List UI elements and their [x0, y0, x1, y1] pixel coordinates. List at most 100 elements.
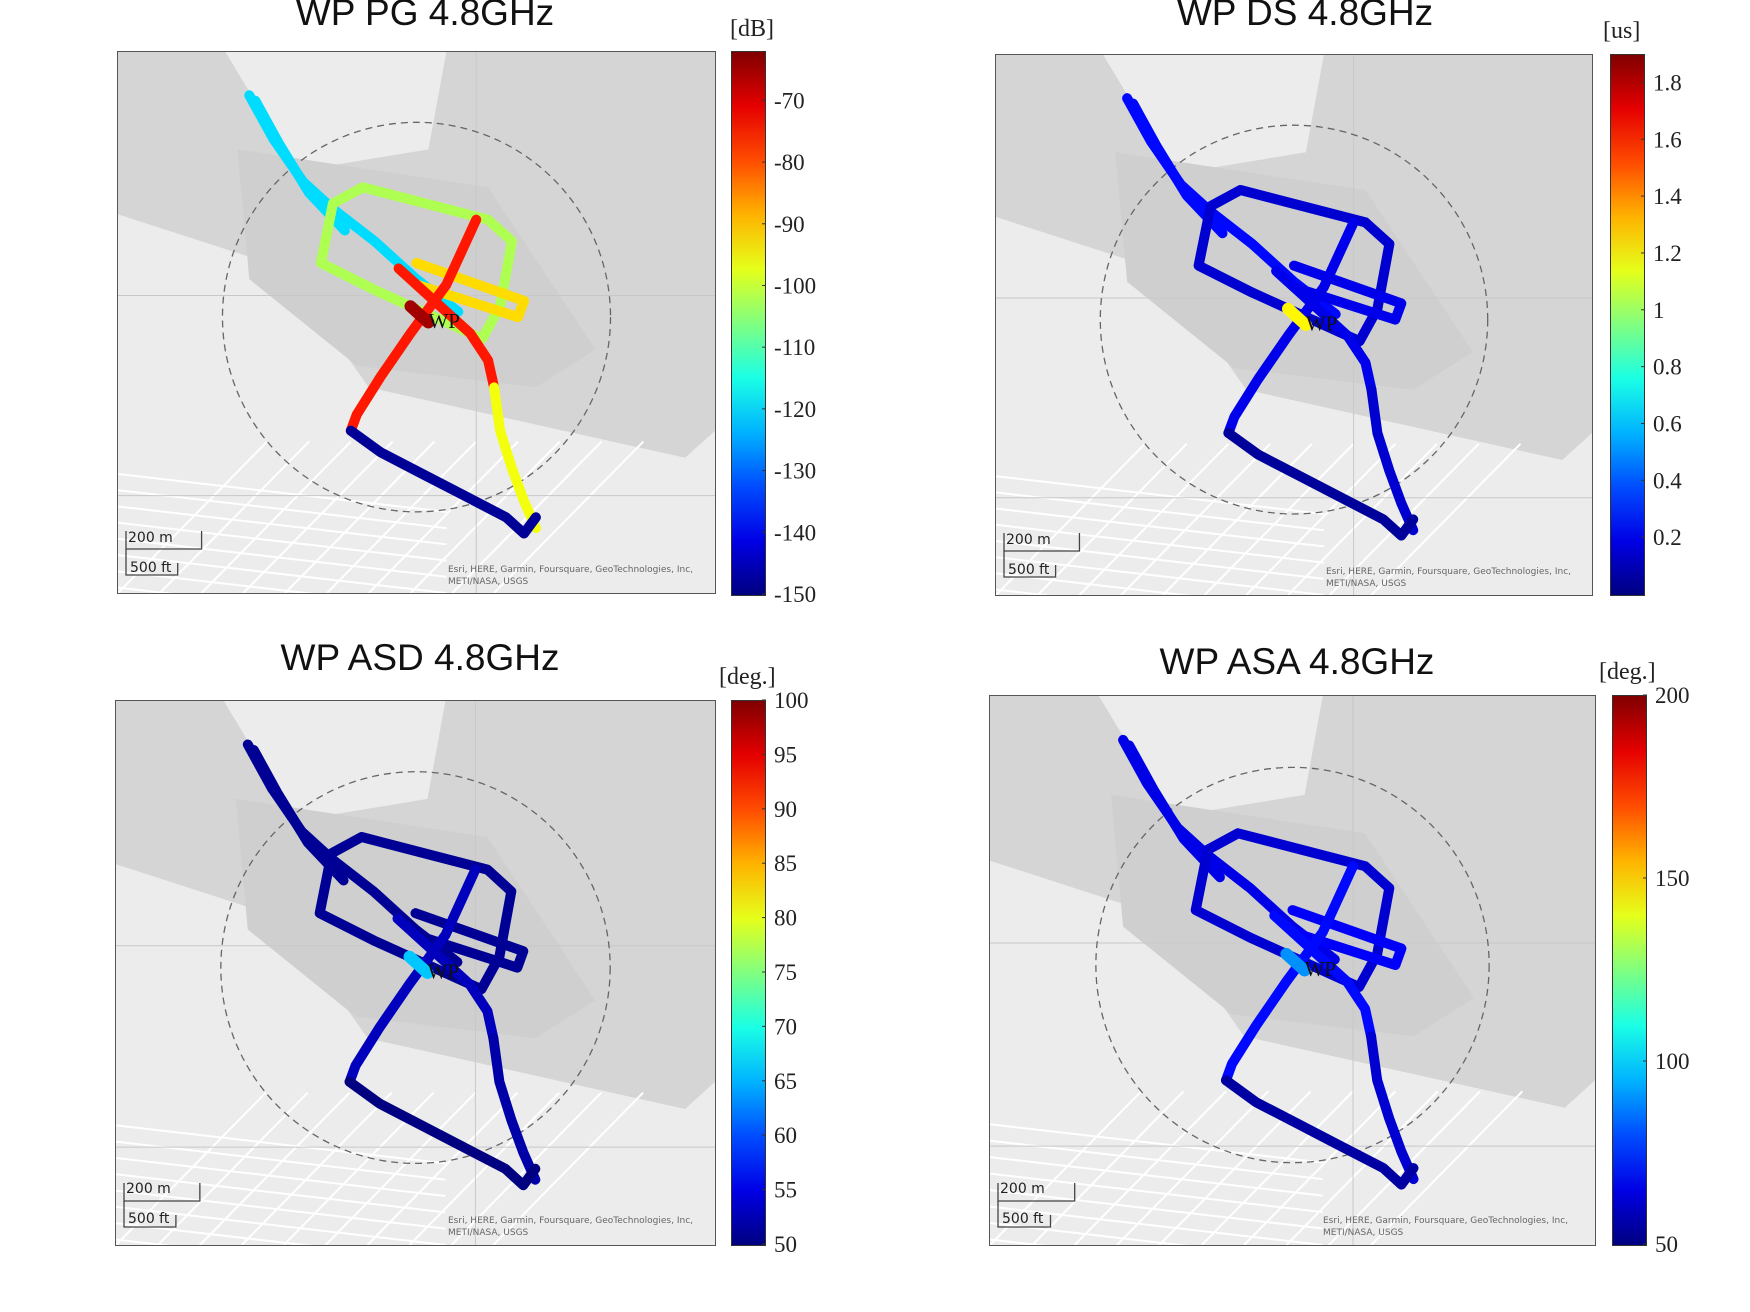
street — [116, 1173, 446, 1214]
street — [118, 521, 447, 562]
route-upper-loop — [314, 832, 517, 995]
scale-bracket-metric — [1003, 533, 1081, 552]
map-svg: WP — [116, 701, 715, 1245]
scale-bracket-imperial — [125, 549, 179, 576]
colorbar-tick-label: 1.8 — [1653, 70, 1682, 95]
colorbar-tick-label: 70 — [774, 1014, 797, 1039]
scale-bracket-metric — [123, 1183, 201, 1202]
colorbar-tick-label: 85 — [774, 851, 797, 876]
street — [241, 1091, 393, 1245]
street — [118, 505, 447, 546]
colorbar-unit: [deg.] — [719, 664, 776, 690]
street — [990, 1139, 1323, 1181]
scale-bracket-metric — [125, 531, 203, 550]
measurement-route — [1118, 734, 1419, 1190]
scale-bracket-imperial — [1003, 551, 1057, 578]
route-south-leg — [489, 382, 541, 534]
map-area: WP 200 m 500 ft Esri, HERE, Garmin, Four… — [989, 695, 1596, 1246]
street — [996, 491, 1324, 532]
colorbar-ticks: 1.8 1.6 1.4 1.2 1 0.8 0.6 0.4 0.2 — [1641, 70, 1682, 550]
street — [1203, 443, 1355, 595]
colorbar-tick-label: 0.6 — [1653, 411, 1682, 436]
map-svg: WP — [996, 55, 1592, 595]
route-cross-diagonal — [1221, 861, 1358, 1086]
attribution-line-1: Esri, HERE, Garmin, Foursquare, GeoTechn… — [1323, 1216, 1569, 1226]
colorbar-tick-label: 90 — [774, 797, 797, 822]
colorbar-unit: [us] — [1603, 18, 1641, 44]
street — [366, 1091, 519, 1245]
measurement-route — [1122, 93, 1419, 541]
street — [242, 440, 394, 593]
street — [118, 570, 315, 593]
colorbar-ticks: 100 95 90 85 80 75 70 65 60 55 50 — [762, 688, 809, 1257]
measurement-route — [244, 90, 541, 539]
route-upper-loop — [1193, 185, 1395, 347]
colorbar-tick-label: 50 — [774, 1232, 797, 1257]
attribution-line-2: METI/NASA, USGS — [1326, 579, 1407, 589]
scale-bar: 200 m — [1000, 1181, 1045, 1197]
route-far-south — [345, 425, 541, 539]
map-area: WP 200 m 500 ft Esri, HERE, Garmin, Four… — [117, 51, 716, 594]
scale-bar-imperial: 500 ft — [128, 1211, 169, 1227]
street — [1037, 443, 1188, 595]
colorbar-tick-label: -80 — [774, 150, 805, 175]
street — [990, 1156, 1323, 1197]
scale-bar-imperial: 500 ft — [1008, 562, 1049, 578]
scale-bar: 200 m — [126, 1181, 171, 1197]
street — [326, 440, 477, 593]
map-svg: WP — [990, 696, 1595, 1245]
wp-label: WP — [428, 309, 460, 333]
street — [118, 489, 447, 530]
route-ne-arm — [410, 908, 529, 973]
route-cross-diagonal — [344, 864, 481, 1087]
chart-title: WP DS 4.8GHz — [1176, 0, 1434, 33]
coverage-circle — [1095, 766, 1490, 1164]
route-upper-loop — [1190, 828, 1395, 992]
colorbar-tick-label: 65 — [774, 1069, 797, 1094]
street — [324, 1091, 477, 1245]
map-svg: WP — [118, 52, 715, 593]
street — [1245, 443, 1397, 595]
chart-title: WP ASA 4.8GHz — [1159, 641, 1435, 682]
colorbar-tick-label: 95 — [774, 742, 797, 767]
street — [1370, 1090, 1524, 1245]
coverage-circle — [221, 121, 612, 513]
wp-label: WP — [1305, 957, 1337, 981]
colorbar-tick-label: 150 — [1655, 866, 1690, 891]
route-upper-loop — [316, 182, 517, 344]
street — [492, 1091, 644, 1245]
street — [996, 507, 1324, 548]
basemap — [996, 55, 1592, 595]
route-ne-arm — [1289, 260, 1407, 325]
colorbar-tick-label: 0.8 — [1653, 355, 1682, 380]
scale-label-imperial: 500 ft — [128, 1211, 170, 1227]
colorbar-tick-label: 55 — [774, 1178, 797, 1203]
scale-bracket-imperial — [123, 1201, 177, 1228]
colorbar — [731, 700, 766, 1246]
map-area: WP 200 m 500 ft Esri, HERE, Garmin, Four… — [115, 700, 716, 1246]
colorbar-unit: [dB] — [730, 16, 774, 42]
street — [118, 554, 447, 593]
attribution-line-2: METI/NASA, USGS — [1323, 1228, 1404, 1238]
scale-bar: 200 m — [1006, 532, 1051, 548]
colorbar-unit: [deg.] — [1599, 659, 1656, 685]
street — [409, 440, 561, 593]
street — [1201, 1090, 1354, 1245]
street — [1116, 1090, 1270, 1245]
colorbar-tick-label: -140 — [774, 520, 816, 545]
street — [996, 443, 1146, 595]
scale-label-metric: 200 m — [128, 530, 173, 546]
scale-bar-imperial: 500 ft — [1002, 1211, 1043, 1227]
route-cross-diagonal2 — [393, 263, 500, 393]
colorbar — [1612, 695, 1647, 1246]
street — [996, 556, 1324, 595]
street — [996, 572, 1193, 595]
colorbar-ticks: 200 150 100 50 — [1643, 683, 1690, 1257]
street — [1285, 1090, 1439, 1245]
colorbar-tick-label: 60 — [774, 1123, 797, 1148]
wp-label: WP — [1306, 311, 1338, 335]
coverage-circle — [220, 771, 611, 1165]
colorbar-tick-label: 1.6 — [1653, 127, 1682, 152]
attribution-line-1: Esri, HERE, Garmin, Foursquare, GeoTechn… — [1326, 567, 1572, 577]
colorbar-tick-label: -90 — [774, 212, 805, 237]
